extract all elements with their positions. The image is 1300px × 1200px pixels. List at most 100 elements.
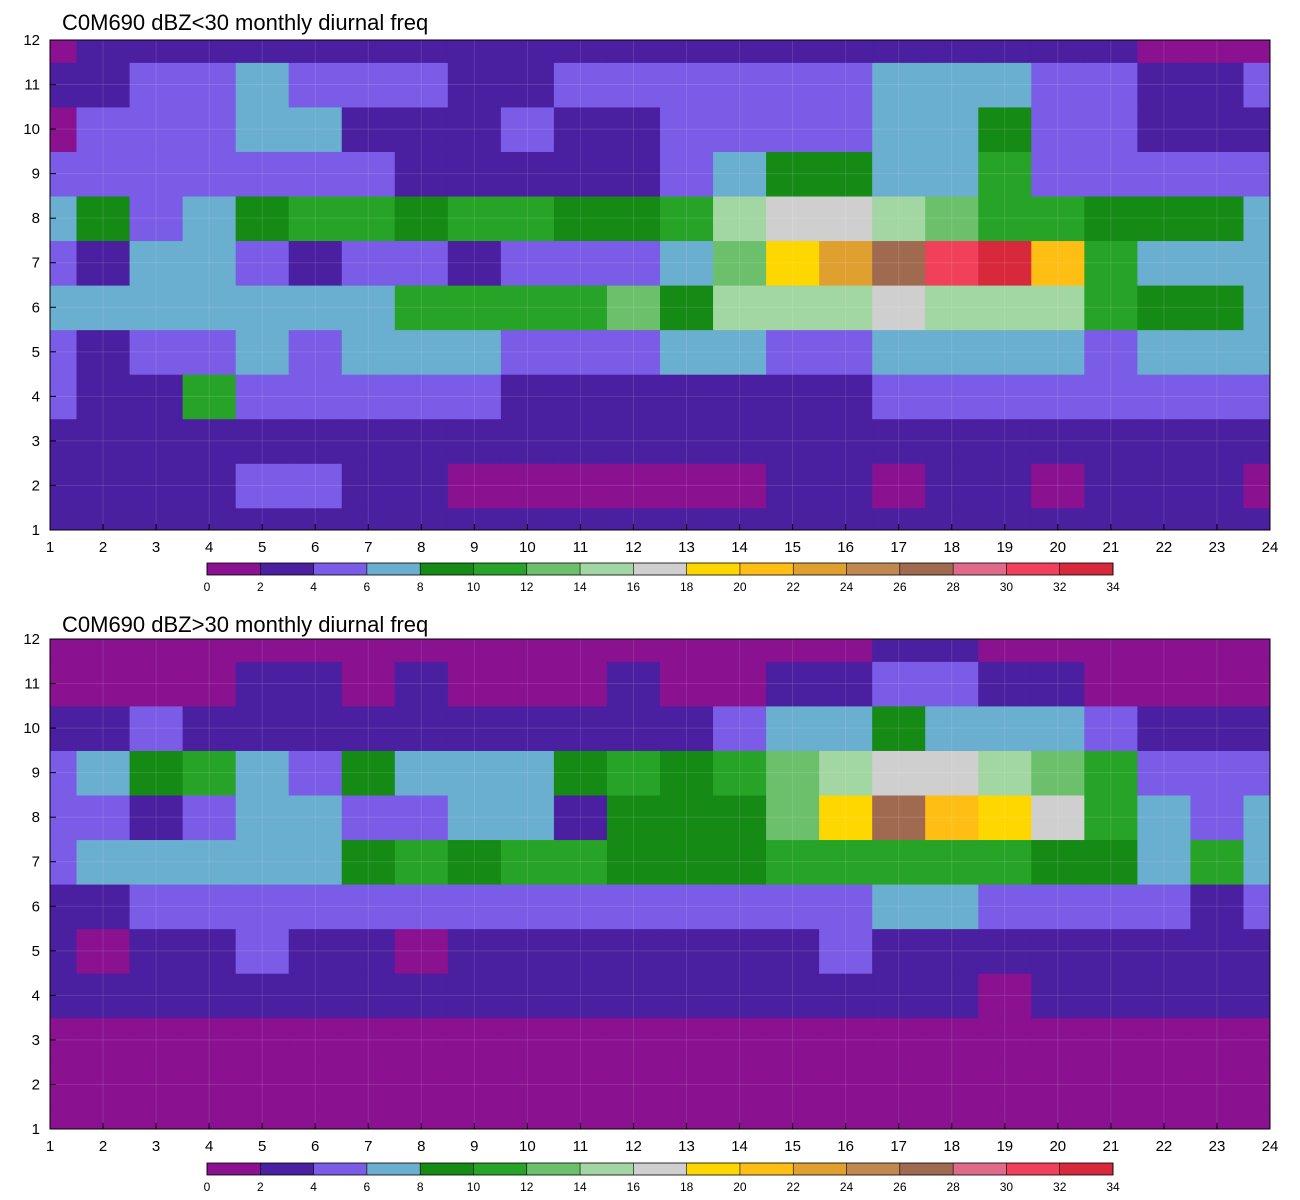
heatmap-cell (925, 463, 979, 509)
plot-area (49, 638, 1271, 1130)
heatmap-cell (447, 195, 502, 242)
heatmap-cell (129, 839, 184, 885)
heatmap-cell (182, 1106, 237, 1129)
heatmap-cell (500, 418, 555, 464)
heatmap-cell (713, 374, 767, 420)
heatmap-cell (235, 884, 290, 930)
heatmap-cell (713, 1017, 767, 1063)
heatmap-cell (447, 329, 502, 375)
heatmap-cell (447, 62, 502, 108)
colorbar-tick-label: 10 (467, 580, 481, 594)
heatmap-cell (447, 639, 502, 662)
heatmap-cell (235, 285, 290, 331)
heatmap-cell (447, 794, 502, 841)
x-tick-label: 3 (152, 539, 160, 556)
heatmap-cell (1190, 1017, 1245, 1063)
heatmap-cell (606, 507, 661, 530)
heatmap-cell (288, 661, 343, 707)
heatmap-cell (553, 973, 608, 1019)
heatmap-cell (819, 794, 873, 841)
heatmap-cell (978, 1106, 1032, 1129)
heatmap-cell (182, 195, 237, 242)
heatmap-cell (394, 1017, 449, 1063)
heatmap-cell (819, 661, 873, 707)
heatmap-cell (606, 463, 661, 509)
heatmap-cell (394, 418, 449, 464)
heatmap-cell (766, 1106, 820, 1129)
heatmap-cell (1243, 40, 1270, 63)
heatmap-cell (978, 62, 1032, 108)
heatmap-cell (925, 1106, 979, 1129)
heatmap-cell (394, 285, 449, 331)
heatmap-cell (1137, 40, 1192, 63)
colorbar-tick-label: 22 (787, 1180, 801, 1194)
y-tick-label: 6 (32, 299, 40, 316)
heatmap-cell (925, 973, 979, 1019)
heatmap-cell (819, 1106, 873, 1129)
heatmap-cell (872, 418, 926, 464)
heatmap-cell (766, 463, 820, 509)
heatmap-cell (182, 240, 237, 286)
heatmap-cell (394, 374, 449, 420)
heatmap-cell (819, 507, 873, 530)
heatmap-cell (766, 374, 820, 420)
heatmap-cell (872, 40, 926, 63)
x-tick-label: 21 (1103, 539, 1120, 556)
heatmap-cell (713, 1062, 767, 1108)
heatmap-cell (76, 928, 131, 974)
colorbar-swatch (580, 563, 634, 575)
heatmap-cell (1243, 285, 1270, 331)
heatmap-cell (660, 40, 714, 63)
heatmap-cell (182, 507, 237, 530)
heatmap-cell (978, 661, 1032, 707)
heatmap-cell (1190, 794, 1245, 841)
x-tick-label: 16 (837, 1138, 854, 1155)
x-tick-label: 7 (364, 1138, 372, 1155)
y-tick-label: 1 (32, 522, 40, 539)
heatmap-cell (553, 639, 608, 662)
heatmap-cell (76, 463, 131, 509)
heatmap-cell (872, 1062, 926, 1108)
heatmap-cell (553, 40, 608, 63)
heatmap-cell (978, 973, 1032, 1019)
heatmap-cell (1243, 973, 1270, 1019)
heatmap-cell (1190, 928, 1245, 974)
heatmap-cell (182, 973, 237, 1019)
heatmap-cell (1031, 639, 1085, 662)
heatmap-cell (553, 1017, 608, 1063)
colorbar-swatch (1006, 563, 1061, 575)
heatmap-cell (978, 151, 1032, 197)
x-tick-label: 2 (99, 1138, 107, 1155)
heatmap-cell (1031, 106, 1085, 152)
heatmap-cell (1243, 240, 1270, 286)
heatmap-cell (713, 285, 767, 331)
heatmap-cell (1190, 661, 1245, 707)
heatmap-cell (819, 151, 873, 197)
heatmap-cell (76, 195, 131, 242)
heatmap-cell (1031, 240, 1085, 286)
x-tick-label: 15 (784, 1138, 801, 1155)
heatmap-cell (129, 1106, 184, 1129)
heatmap-cell (129, 106, 184, 152)
x-tick-label: 17 (890, 1138, 907, 1155)
y-tick-label: 11 (24, 77, 40, 94)
heatmap-cell (978, 839, 1032, 885)
heatmap-cell (606, 374, 661, 420)
heatmap-cell (606, 928, 661, 974)
heatmap-cell (288, 839, 343, 885)
heatmap-cell (925, 507, 979, 530)
colorbar-tick-label: 10 (467, 1180, 481, 1194)
heatmap-cell (129, 151, 184, 197)
colorbar-tick-label: 34 (1106, 580, 1120, 594)
heatmap-cell (1137, 285, 1192, 331)
heatmap-cell (288, 106, 343, 152)
heatmap-cell (500, 106, 555, 152)
x-tick-label: 4 (205, 539, 213, 556)
heatmap-cell (872, 285, 926, 331)
colorbar: 0 2 4 6 8 10 12 14 16 18 20 22 24 26 28 30 32 34 (204, 1162, 1120, 1194)
heatmap-cell (713, 639, 767, 662)
heatmap-cell (660, 507, 714, 530)
heatmap-cell (872, 705, 926, 751)
